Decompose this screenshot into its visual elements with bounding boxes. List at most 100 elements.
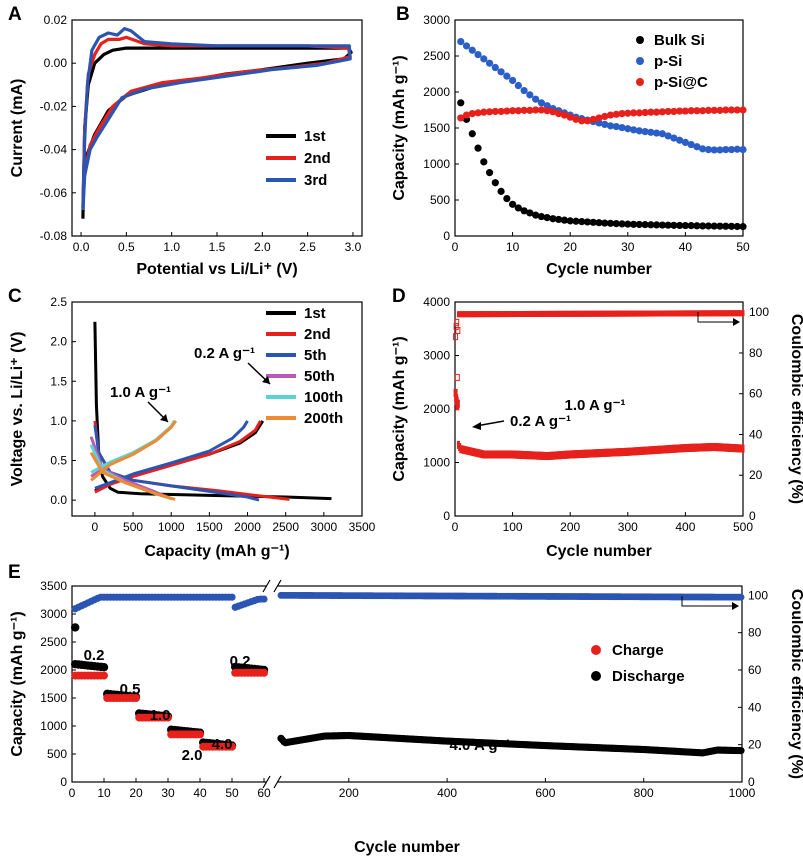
panel-b-point-Bulk Si xyxy=(612,220,620,228)
panel-c-annotation-2: 0.2 A g⁻¹ xyxy=(194,345,255,362)
panel-b-point-Bulk Si xyxy=(537,212,546,221)
panel-b-point-Bulk Si xyxy=(549,215,557,223)
panel-b-point-p-Si@C xyxy=(635,109,643,117)
panel-b-legend-marker xyxy=(636,36,644,44)
panel-a-y-tick-label: -0.06 xyxy=(40,186,68,200)
panel-letter-e: E xyxy=(8,562,21,583)
panel-b-point-p-Si xyxy=(508,76,517,85)
panel-b-point-Bulk Si xyxy=(520,207,528,215)
panel-b-point-p-Si xyxy=(653,129,661,137)
panel-b-point-Bulk Si xyxy=(601,219,609,227)
panel-b-point-p-Si@C xyxy=(629,109,638,117)
panel-b-point-p-Si@C xyxy=(543,107,551,115)
panel-b-point-Bulk Si xyxy=(618,220,626,228)
panel-b-xlabel: Cycle number xyxy=(546,261,652,278)
panel-b-point-p-Si@C xyxy=(549,108,557,116)
panel-d-ce-early xyxy=(454,373,460,381)
panel-e-legend-charge-marker xyxy=(591,645,601,655)
panel-d-yr-tick-label: 80 xyxy=(749,346,763,360)
panel-b-point-Bulk Si xyxy=(572,217,580,225)
panel-b-point-p-Si@C xyxy=(462,111,471,119)
panel-b-point-p-Si@C xyxy=(658,108,666,116)
plot-layer: 0.0 0.5 1.0 1.5 2.0 2.5 3.00.020.00-0.02-0.04-… xyxy=(40,13,770,800)
panel-e-yr-tick-label: 80 xyxy=(748,626,762,640)
panel-a-y-tick-label: -0.02 xyxy=(40,99,68,113)
panel-e-break-gap-top xyxy=(266,582,278,590)
panel-b-point-p-Si@C xyxy=(727,106,736,114)
panel-e-rate-label: 2.0 xyxy=(182,747,203,764)
panel-b-point-Bulk Si xyxy=(578,218,586,226)
panel-b-point-p-Si xyxy=(664,132,672,140)
panel-a-x-tick-label: 0.5 xyxy=(118,240,135,254)
panel-e-ce-point xyxy=(260,595,268,603)
panel-b-point-Bulk Si xyxy=(693,222,701,230)
panel-b-point-p-Si@C xyxy=(687,107,695,115)
panel-d-capacity-point xyxy=(741,444,745,453)
panel-c-legend-label: 1st xyxy=(304,305,326,322)
panel-b-point-p-Si@C xyxy=(601,112,609,121)
panel-b-point-p-Si xyxy=(624,125,632,133)
panel-e-yr-tick-label: 100 xyxy=(748,588,768,602)
panel-e-charge-point xyxy=(196,730,204,739)
panel-b-point-p-Si@C xyxy=(733,106,741,114)
panel-b-point-Bulk Si xyxy=(727,222,736,230)
panel-d-x-tick-label: 500 xyxy=(733,520,753,534)
panel-b-point-p-Si@C xyxy=(457,114,465,122)
panel-c-arrowhead-2 xyxy=(262,376,270,384)
panel-b-point-p-Si@C xyxy=(514,107,522,115)
panel-c-y-tick-label: 2.5 xyxy=(50,295,67,309)
panel-e-break-mark-top xyxy=(262,579,282,593)
panel-b-point-p-Si xyxy=(491,63,499,72)
panel-a-x-tick-label: 2.0 xyxy=(254,240,271,254)
panel-b-point-p-Si xyxy=(727,146,736,154)
panel-b-point-Bulk Si xyxy=(641,221,649,229)
panel-e-yr-tick-label: 40 xyxy=(748,700,762,714)
panel-b-x-tick-label: 10 xyxy=(506,240,520,254)
panel-b-point-p-Si xyxy=(485,59,494,67)
panel-b-point-p-Si@C xyxy=(722,106,730,114)
panel-b-point-p-Si@C xyxy=(641,108,649,117)
panel-b-point-p-Si xyxy=(457,38,465,46)
panel-a-y-tick-label: -0.08 xyxy=(40,229,68,243)
panel-b-point-p-Si@C xyxy=(716,106,724,114)
panel-e-rate-label: 1.0 xyxy=(150,707,171,724)
panel-b-point-Bulk Si xyxy=(704,222,713,230)
panel-e-frame xyxy=(71,585,743,783)
panel-b-point-p-Si xyxy=(514,81,522,90)
panel-c-x-tick-label: 3500 xyxy=(349,520,376,534)
panel-b-legend-label: Bulk Si xyxy=(654,32,705,49)
panel-d-y-tick-label: 4000 xyxy=(423,295,450,309)
panel-d-arrowhead-1 xyxy=(472,422,481,430)
panel-c-y-tick-label: 2.0 xyxy=(50,335,67,349)
panel-e-charge-point xyxy=(260,668,268,677)
panel-d-x-tick-label: 300 xyxy=(618,520,638,534)
panel-b-point-Bulk Si xyxy=(670,221,678,229)
panel-b-point-p-Si@C xyxy=(566,113,574,121)
panel-b-point-p-Si xyxy=(693,143,701,151)
panel-e-yr-tick-label: 20 xyxy=(748,738,762,752)
panel-b-point-p-Si xyxy=(635,127,643,135)
panel-b-point-p-Si xyxy=(647,128,655,136)
panel-e-yr-tick-label: 0 xyxy=(748,775,755,789)
panel-b-point-Bulk Si xyxy=(653,221,661,229)
panel-e-x-left-tick-label: 50 xyxy=(225,786,239,800)
panel-c-legend-label: 5th xyxy=(304,347,327,364)
panel-a-y-tick-label: -0.04 xyxy=(40,143,68,157)
panel-b-y-tick-label: 2000 xyxy=(423,85,450,99)
panel-e-ce-arrowhead xyxy=(732,602,739,610)
panel-b-point-Bulk Si xyxy=(497,187,505,195)
panel-b-point-Bulk Si xyxy=(624,220,632,228)
panel-d-y-tick-label: 2000 xyxy=(423,402,450,416)
panel-b-point-p-Si xyxy=(687,140,695,149)
panel-b-point-p-Si@C xyxy=(606,111,615,119)
panel-d-x-tick-label: 200 xyxy=(560,520,580,534)
panel-b-x-tick-label: 30 xyxy=(621,240,635,254)
panel-b-point-p-Si xyxy=(468,46,476,54)
panel-b-point-p-Si@C xyxy=(693,107,701,115)
panel-b-point-p-Si@C xyxy=(572,115,580,123)
panel-c-legend-label: 2nd xyxy=(304,326,331,343)
panel-c-y-tick-label: 0.0 xyxy=(50,493,67,507)
panel-b-point-p-Si xyxy=(503,72,511,80)
panel-d-yr-tick-label: 60 xyxy=(749,387,763,401)
panel-b-point-Bulk Si xyxy=(606,219,615,227)
